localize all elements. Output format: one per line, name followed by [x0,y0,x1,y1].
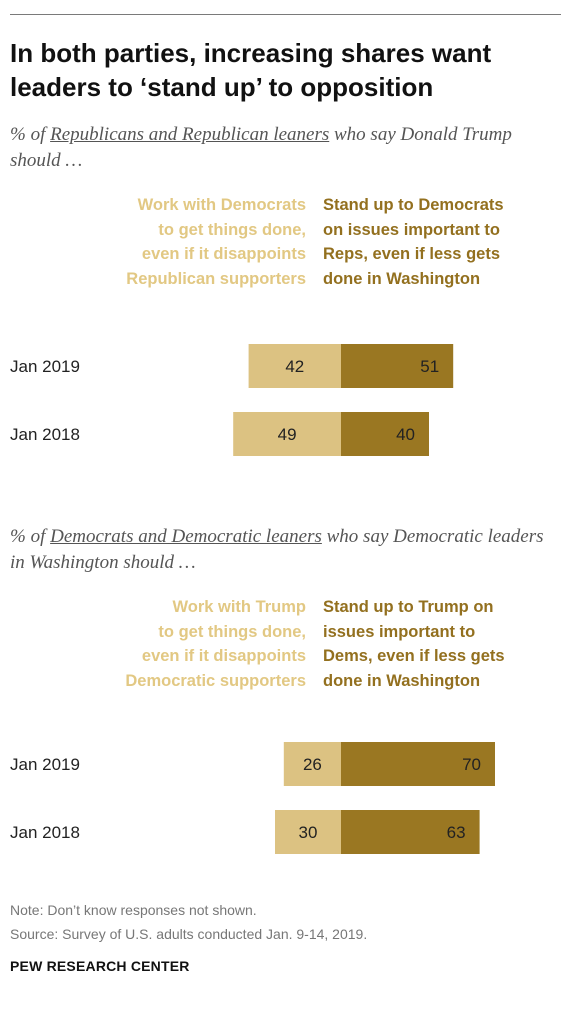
legend-line: on issues important to [323,220,500,239]
legend-line: done in Washington [323,269,481,288]
bar-stand-up [341,344,454,388]
value-label-work-with: 26 [303,755,322,774]
legend-line: Work with Democrats [137,196,306,214]
panel-1-legend-stand-up: Stand up to Democrats on issues importan… [323,193,563,291]
panel-2-legend-work-with: Work with Trump to get things done, even… [6,595,306,693]
legend-line: Reps, even if less gets [323,245,500,263]
note-text: Note: Don’t know responses not shown. [10,902,257,918]
bar-work-with [283,742,341,786]
bar-stand-up [341,742,495,786]
value-label-work-with: 42 [285,357,304,376]
panel-2-subtitle-group: Democrats and Democratic leaners [50,526,322,547]
panel-2-subtitle: % of Democrats and Democratic leaners wh… [10,524,550,576]
legend-line: Work with Trump [172,598,306,616]
bar-work-with [248,344,341,388]
value-label-work-with: 30 [299,823,318,842]
row-label: Jan 2019 [10,357,80,376]
panel-1-subtitle-suffix: who say Donald Trump should … [10,124,512,171]
row-label: Jan 2018 [10,425,80,444]
panel-1-subtitle-prefix: % of [10,124,51,145]
bar-stand-up [341,412,429,456]
panel-1-legend-work-with: Work with Democrats to get things done, … [6,193,306,291]
panel-1-bar-chart: Jan 2019 42 51 Jan 2018 49 40 [10,344,454,456]
chart-title: In both parties, increasing shares want … [10,38,492,102]
legend-line: to get things done, [158,622,306,641]
bar-work-with [233,412,341,456]
value-label-stand-up: 40 [396,425,415,444]
legend-line: Democratic supporters [125,671,306,690]
value-label-work-with: 49 [278,425,297,444]
legend-line: to get things done, [158,220,306,239]
panel-1-subtitle-group: Republicans and Republican leaners [50,124,330,145]
legend-line: Dems, even if less gets [323,647,505,665]
panel-2-legend-stand-up: Stand up to Trump on issues important to… [323,595,563,693]
legend-line: issues important to [323,622,476,641]
brand-logo-text: PEW RESEARCH CENTER [10,958,190,974]
bar-work-with [275,810,341,854]
row-label: Jan 2018 [10,823,80,842]
top-rule [10,14,561,15]
value-label-stand-up: 70 [462,755,481,774]
value-label-stand-up: 63 [447,823,466,842]
legend-line: done in Washington [323,671,481,690]
row-label: Jan 2019 [10,755,80,774]
legend-line: Republican supporters [126,269,306,288]
panel-2-subtitle-suffix: who say Democratic leaders in Washington… [10,526,544,573]
panel-2-subtitle-prefix: % of [10,526,51,547]
legend-line: Stand up to Democrats [323,196,504,214]
source-text: Source: Survey of U.S. adults conducted … [10,926,368,942]
legend-line: Stand up to Trump on [323,598,494,616]
legend-line: even if it disappoints [141,647,306,665]
value-label-stand-up: 51 [420,357,439,376]
legend-line: even if it disappoints [141,245,306,263]
panel-2-bar-chart: Jan 2019 26 70 Jan 2018 30 63 [10,742,495,854]
panel-1-subtitle: % of Republicans and Republican leaners … [10,122,550,174]
bar-stand-up [341,810,480,854]
